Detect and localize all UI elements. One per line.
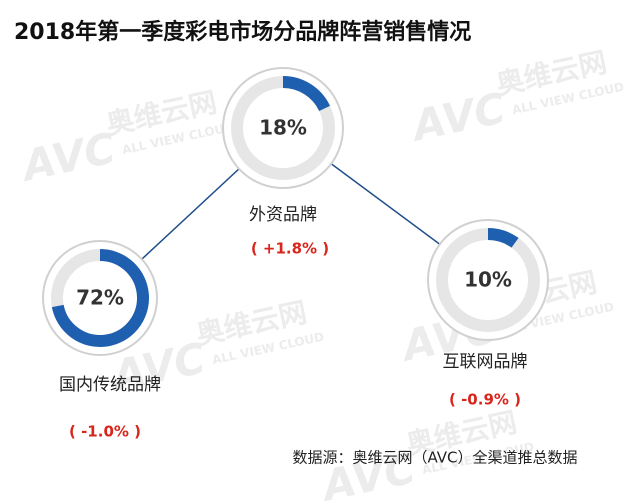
donut-arc xyxy=(282,76,331,112)
source-note: 数据源：奥维云网（AVC）全渠道推总数据 xyxy=(292,449,577,467)
value-label: 18% xyxy=(259,116,307,140)
change-label: ( -0.9% ) xyxy=(449,391,521,409)
value-label: 10% xyxy=(464,268,512,292)
category-label: 互联网品牌 xyxy=(443,352,528,372)
chart-title: 2018年第一季度彩电市场分品牌阵营销售情况 xyxy=(14,19,471,45)
donuts: 72% 国内传统品牌 ( -1.0% ) 18% 外资品牌 ( +1.8% ) 10% 互联网… xyxy=(42,67,549,441)
change-label: ( -1.0% ) xyxy=(69,423,141,441)
value-label: 72% xyxy=(76,286,124,310)
change-label: ( +1.8% ) xyxy=(251,240,329,258)
category-label: 国内传统品牌 xyxy=(59,375,161,395)
donut-arc xyxy=(487,228,519,248)
category-label: 外资品牌 xyxy=(249,205,317,225)
donut-arc xyxy=(51,249,149,347)
